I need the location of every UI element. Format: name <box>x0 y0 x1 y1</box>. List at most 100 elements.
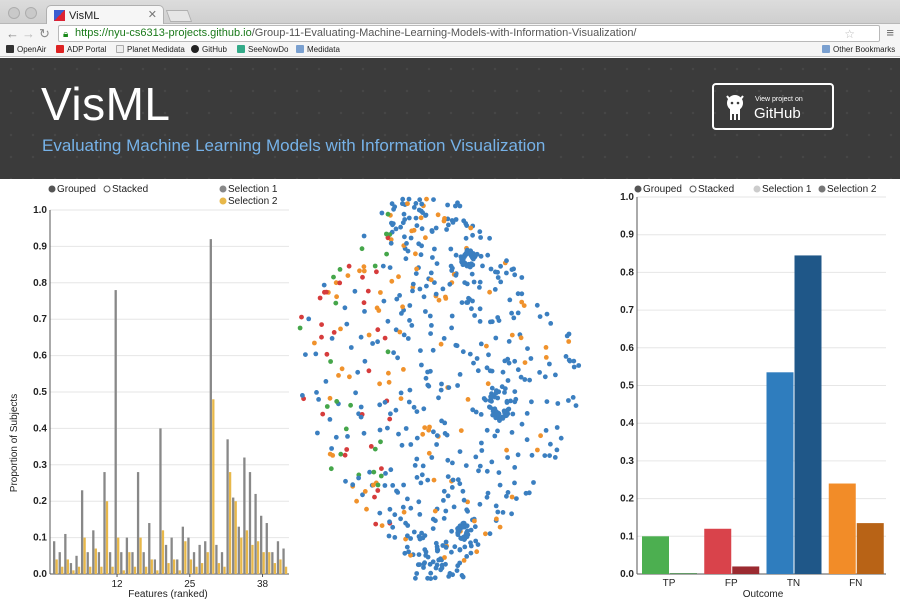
scatter-point <box>480 263 485 269</box>
scatter-point <box>489 459 495 465</box>
scatter-point <box>553 372 558 378</box>
feature-bar-sel2 <box>150 559 153 574</box>
address-bar[interactable]: 🔒︎ https://nyu-cs6313-projects.github.io… <box>58 25 880 42</box>
outcome-x-tick-label: FN <box>849 578 862 589</box>
scatter-point <box>405 201 410 207</box>
scatter-point <box>417 536 423 542</box>
scatter-point <box>415 562 421 568</box>
scatter-point <box>405 336 411 341</box>
scatter-point <box>378 473 384 479</box>
scatter-point <box>406 549 411 555</box>
scatter-point <box>439 418 444 424</box>
scatter-point <box>512 480 517 486</box>
scatter-point <box>377 381 382 387</box>
scatter-point <box>377 510 383 516</box>
scatter-point <box>346 263 352 269</box>
scatter-point <box>331 274 336 280</box>
back-icon[interactable]: ← <box>6 26 19 41</box>
bookmark-medidata[interactable]: Medidata <box>296 45 340 54</box>
tab-close-icon[interactable]: ✕ <box>147 9 157 21</box>
scatter-point <box>427 313 433 319</box>
scatter-point <box>515 452 521 458</box>
bookmark-adp-portal[interactable]: ADP Portal <box>56 45 106 54</box>
scatter-point <box>356 475 361 481</box>
scatter-point <box>543 428 549 433</box>
scatter-point <box>512 389 518 394</box>
scatter-point <box>418 480 424 486</box>
scatter-point <box>485 252 491 258</box>
scatter-point <box>428 576 434 581</box>
scatter-point <box>445 474 451 479</box>
scatter-point <box>342 452 348 458</box>
scatter-point <box>373 521 379 527</box>
view-on-github-button[interactable]: View project on GitHub <box>712 83 834 130</box>
scatter-point <box>419 472 425 478</box>
scatter-point <box>400 304 405 310</box>
bookmark-openair[interactable]: OpenAir <box>6 45 46 54</box>
menu-icon[interactable]: ≡ <box>886 25 894 40</box>
feature-bar-sel1 <box>192 552 196 574</box>
scatter-point <box>418 348 423 353</box>
scatter-point <box>506 360 512 366</box>
scatter-point <box>381 298 387 304</box>
close-window-button[interactable] <box>8 7 20 19</box>
outcome-x-tick-label: TP <box>663 578 676 589</box>
feature-bar-sel1 <box>153 559 157 574</box>
scatter-point <box>453 203 458 209</box>
scatter-point <box>429 228 435 233</box>
scatter-point <box>425 477 431 483</box>
scatter-point <box>458 428 464 433</box>
scatter-point <box>387 506 393 512</box>
left-grouped-radio[interactable] <box>48 185 56 193</box>
github-icon <box>191 45 199 53</box>
scatter-point <box>535 447 540 453</box>
right-stacked-radio[interactable] <box>689 185 697 193</box>
url-path: /Group-11-Evaluating-Machine-Learning-Mo… <box>251 27 637 39</box>
right-y-tick-label: 0.8 <box>620 267 634 278</box>
scatter-point <box>477 279 483 285</box>
forward-icon[interactable]: → <box>22 26 35 41</box>
scatter-point <box>528 356 534 361</box>
right-grouped-radio[interactable] <box>634 185 642 193</box>
scatter-point <box>513 396 519 402</box>
new-tab-button[interactable] <box>165 10 193 22</box>
scatter-point <box>328 359 333 364</box>
bookmark-seenowdo[interactable]: SeeNowDo <box>237 45 288 54</box>
scatter-point <box>477 463 483 469</box>
bookmark-other[interactable]: Other Bookmarks <box>822 45 895 54</box>
right-y-tick-label: 0.5 <box>620 381 634 392</box>
scatter-point <box>378 439 383 445</box>
scatter-point <box>433 565 439 571</box>
bookmark-star-icon[interactable]: ☆ <box>844 27 855 41</box>
bookmark-planet-medidata[interactable]: Planet Medidata <box>116 45 185 54</box>
feature-bar-sel1 <box>120 552 123 574</box>
scatter-point <box>477 285 482 290</box>
scatter-point <box>471 279 477 285</box>
scatter-point <box>524 411 530 416</box>
scatter-point <box>515 291 521 297</box>
minimize-window-button[interactable] <box>25 7 37 19</box>
scatter-point <box>345 434 350 439</box>
scatter-point <box>450 220 456 225</box>
scatter-point <box>426 450 432 456</box>
browser-tab[interactable]: VisML ✕ <box>46 5 164 25</box>
scatter-point <box>374 305 380 311</box>
scatter-point <box>454 343 460 349</box>
scatter-point <box>414 456 420 462</box>
scatter-point <box>465 397 471 402</box>
scatter-point <box>506 339 512 344</box>
reload-icon[interactable]: ↻ <box>39 26 50 41</box>
scatter-cluster-point <box>504 413 509 418</box>
scatter-point <box>439 565 445 571</box>
visualization-area: Grouped Stacked Selection 1 Selection 2 … <box>0 179 900 611</box>
scatter-point <box>445 493 451 499</box>
left-stacked-radio[interactable] <box>103 185 111 193</box>
scatter-point <box>504 447 509 453</box>
page-title: VisML <box>41 78 171 130</box>
bookmark-github[interactable]: GitHub <box>191 45 227 54</box>
scatter-point <box>425 369 430 375</box>
scatter-point <box>444 432 450 438</box>
scatter-point <box>361 430 367 436</box>
scatter-point <box>470 407 476 413</box>
scatter-point <box>483 531 488 537</box>
